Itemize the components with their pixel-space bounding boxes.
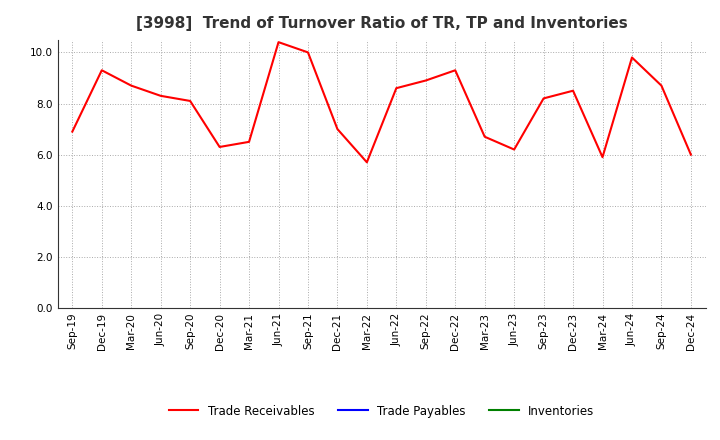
Trade Receivables bbox=[333, 126, 342, 132]
Trade Receivables bbox=[480, 134, 489, 139]
Trade Receivables bbox=[628, 55, 636, 60]
Trade Receivables bbox=[421, 78, 430, 83]
Trade Receivables bbox=[392, 85, 400, 91]
Trade Receivables bbox=[598, 154, 607, 160]
Trade Receivables bbox=[68, 129, 76, 134]
Trade Receivables bbox=[304, 50, 312, 55]
Trade Receivables bbox=[127, 83, 135, 88]
Trade Receivables bbox=[451, 68, 459, 73]
Trade Receivables bbox=[274, 40, 283, 45]
Trade Receivables bbox=[156, 93, 165, 99]
Title: [3998]  Trend of Turnover Ratio of TR, TP and Inventories: [3998] Trend of Turnover Ratio of TR, TP… bbox=[136, 16, 627, 32]
Trade Receivables bbox=[215, 144, 224, 150]
Trade Receivables bbox=[569, 88, 577, 93]
Trade Receivables bbox=[245, 139, 253, 144]
Trade Receivables bbox=[363, 160, 372, 165]
Trade Receivables bbox=[97, 68, 106, 73]
Trade Receivables bbox=[539, 96, 548, 101]
Line: Trade Receivables: Trade Receivables bbox=[72, 42, 691, 162]
Trade Receivables bbox=[186, 98, 194, 103]
Trade Receivables bbox=[657, 83, 666, 88]
Trade Receivables bbox=[510, 147, 518, 152]
Legend: Trade Receivables, Trade Payables, Inventories: Trade Receivables, Trade Payables, Inven… bbox=[164, 400, 599, 422]
Trade Receivables bbox=[687, 152, 696, 157]
